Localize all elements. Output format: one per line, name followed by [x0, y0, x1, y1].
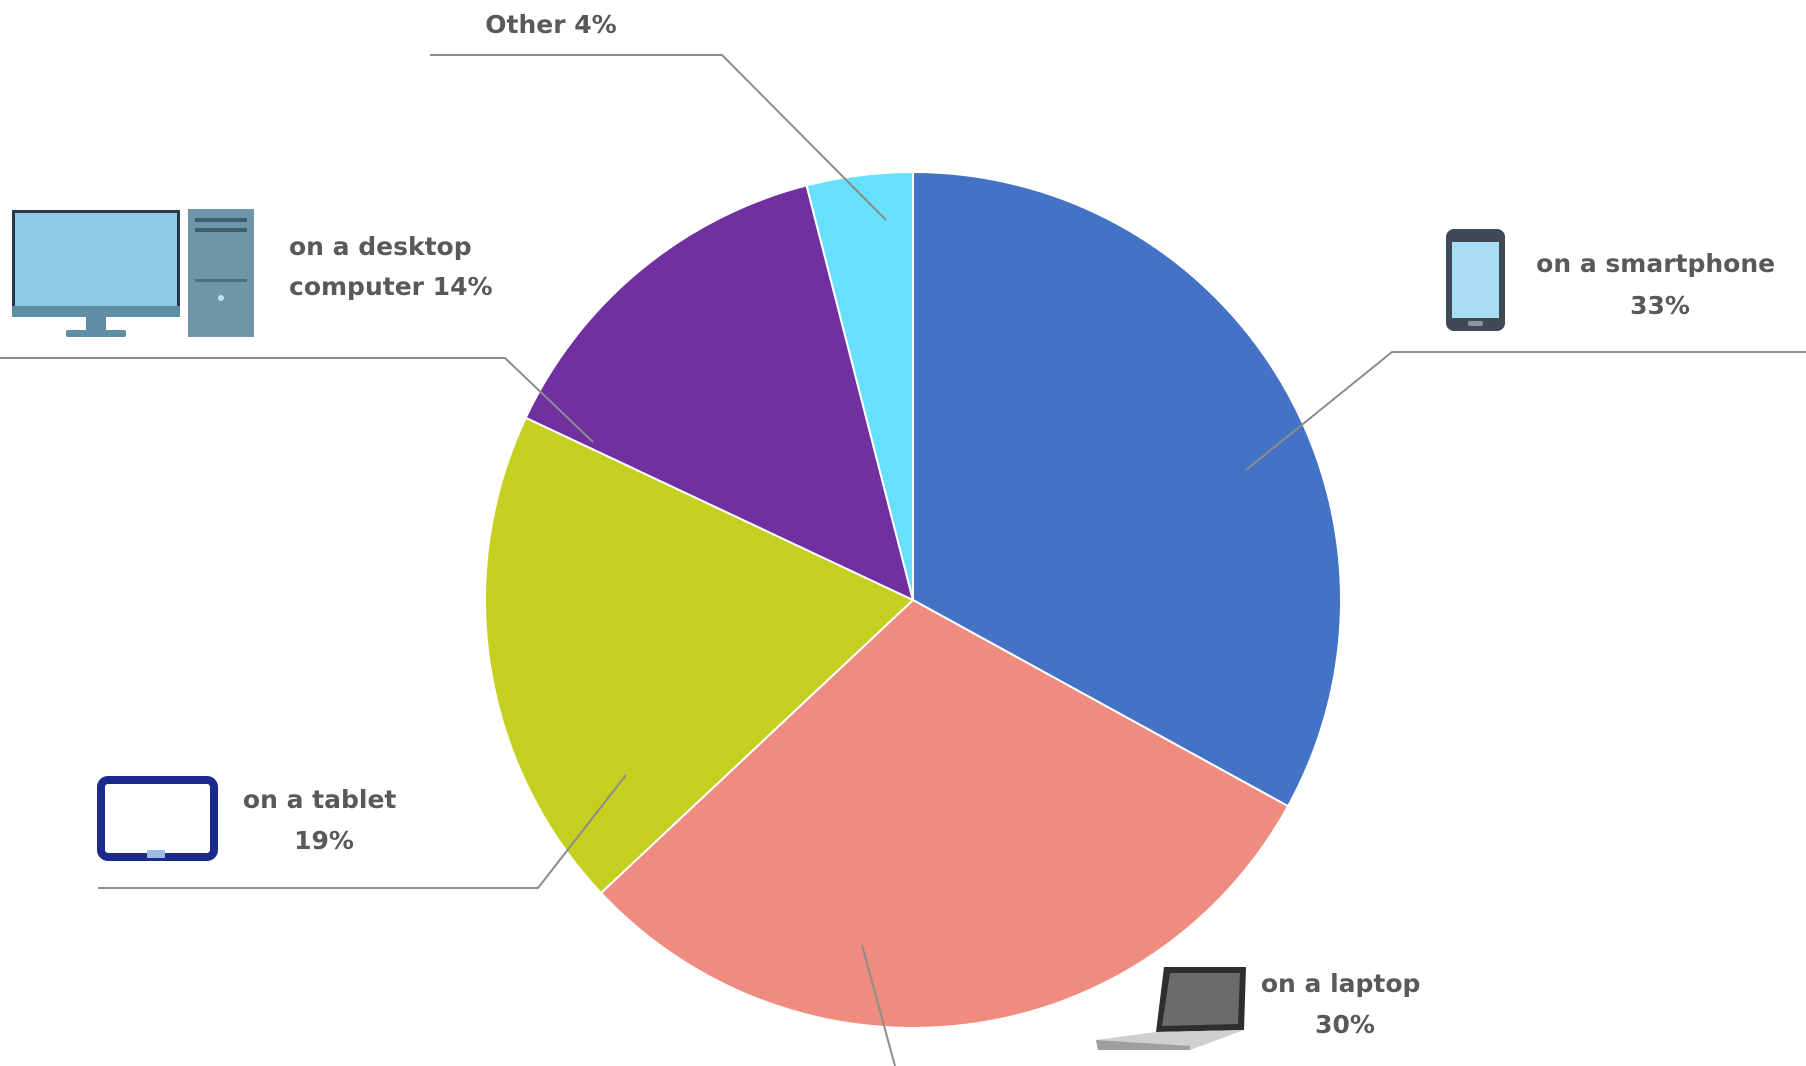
leader-lines [0, 54, 1806, 1066]
slice-label-other: Other 4% [485, 10, 616, 39]
pie-slices [483, 170, 1342, 1029]
slice-label-desktop-line-2: computer 14% [289, 272, 493, 301]
slice-label-laptop-line-1: on a laptop [1261, 969, 1421, 998]
slice-label-tablet-line-2: 19% [294, 826, 354, 855]
pie-slice-smartphone [912, 170, 1342, 808]
leader-line-desktop [0, 357, 594, 443]
slice-label-laptop: on a laptop 30% [1261, 969, 1429, 1039]
slice-label-tablet: on a tablet 19% [243, 785, 405, 855]
leader-line-tablet [98, 774, 627, 889]
pie-slice-laptop [599, 598, 1290, 1029]
leader-line-laptop [861, 944, 896, 1066]
slice-label-desktop: on a desktop computer 14% [289, 232, 493, 301]
laptop-icon [1096, 967, 1246, 1050]
slice-label-laptop-line-2: 30% [1315, 1010, 1375, 1039]
slice-label-tablet-line-1: on a tablet [243, 785, 396, 814]
leader-line-other [430, 54, 887, 221]
smartphone-icon [1446, 229, 1505, 331]
slice-labels: on a smartphone 33% on a laptop 30% on a… [243, 10, 1784, 1039]
slice-label-other-line-1: Other 4% [485, 10, 616, 39]
slice-label-smartphone-line-1: on a smartphone [1536, 249, 1775, 278]
leader-line-smartphone [1245, 351, 1806, 471]
slice-label-smartphone: on a smartphone 33% [1536, 249, 1784, 320]
pie-slice-other [805, 170, 914, 601]
pie-slice-desktop [524, 184, 915, 602]
slice-label-desktop-line-1: on a desktop [289, 232, 472, 261]
desktop-computer-icon [12, 209, 254, 337]
tablet-icon [97, 776, 218, 861]
slice-label-smartphone-line-2: 33% [1630, 291, 1690, 320]
pie-slice-tablet [483, 416, 915, 895]
